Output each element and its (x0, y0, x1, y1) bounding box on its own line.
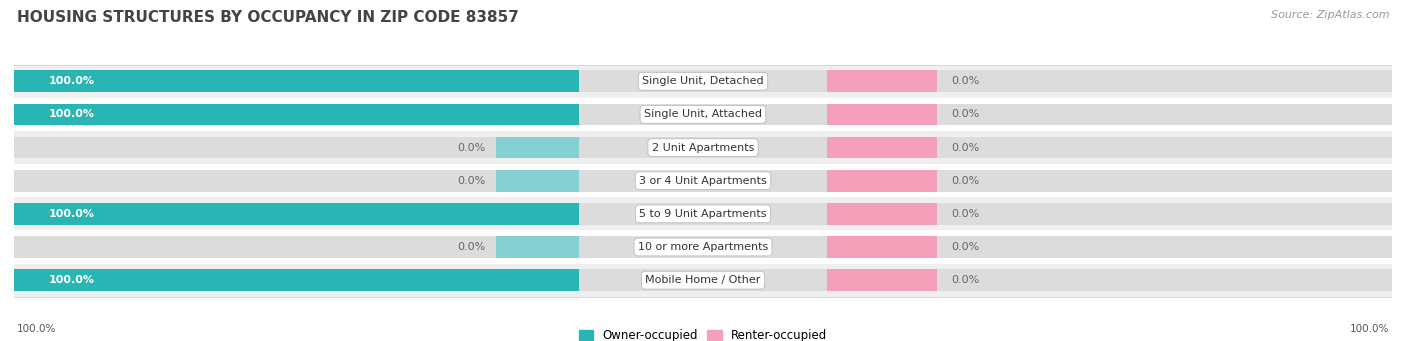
Text: 0.0%: 0.0% (457, 143, 485, 152)
Bar (496, 236, 579, 258)
Bar (14, 104, 579, 125)
Text: 2 Unit Apartments: 2 Unit Apartments (652, 143, 754, 152)
Text: HOUSING STRUCTURES BY OCCUPANCY IN ZIP CODE 83857: HOUSING STRUCTURES BY OCCUPANCY IN ZIP C… (17, 10, 519, 25)
Bar (14, 269, 1392, 291)
Text: Single Unit, Detached: Single Unit, Detached (643, 76, 763, 86)
Bar (14, 65, 1392, 98)
Bar (14, 231, 1392, 264)
Text: 5 to 9 Unit Apartments: 5 to 9 Unit Apartments (640, 209, 766, 219)
Legend: Owner-occupied, Renter-occupied: Owner-occupied, Renter-occupied (574, 324, 832, 341)
Bar (496, 170, 579, 192)
Bar (827, 236, 938, 258)
Bar (827, 71, 938, 92)
Bar (827, 203, 938, 225)
Bar (14, 71, 1392, 92)
Bar (827, 104, 938, 125)
Bar (14, 236, 1392, 258)
Bar (14, 197, 1392, 231)
Text: 0.0%: 0.0% (950, 242, 979, 252)
Bar (496, 137, 579, 158)
Bar (14, 98, 1392, 131)
Text: 0.0%: 0.0% (457, 242, 485, 252)
Text: 0.0%: 0.0% (950, 76, 979, 86)
Text: 0.0%: 0.0% (457, 176, 485, 186)
Text: 100.0%: 100.0% (48, 275, 94, 285)
Bar (14, 137, 1392, 158)
Text: 0.0%: 0.0% (950, 109, 979, 119)
Bar (14, 170, 1392, 192)
Bar (14, 104, 1392, 125)
Text: 100.0%: 100.0% (48, 76, 94, 86)
Text: 0.0%: 0.0% (950, 143, 979, 152)
Bar (14, 203, 1392, 225)
Text: Source: ZipAtlas.com: Source: ZipAtlas.com (1271, 10, 1389, 20)
Bar (827, 269, 938, 291)
Text: 100.0%: 100.0% (48, 209, 94, 219)
Bar (14, 164, 1392, 197)
Bar (14, 203, 579, 225)
Text: 100.0%: 100.0% (48, 109, 94, 119)
Bar (827, 170, 938, 192)
Bar (14, 269, 579, 291)
Text: Mobile Home / Other: Mobile Home / Other (645, 275, 761, 285)
Text: Single Unit, Attached: Single Unit, Attached (644, 109, 762, 119)
Bar (14, 131, 1392, 164)
Bar (14, 264, 1392, 297)
Text: 0.0%: 0.0% (950, 275, 979, 285)
Text: 0.0%: 0.0% (950, 176, 979, 186)
Bar (14, 71, 579, 92)
Text: 100.0%: 100.0% (17, 324, 56, 334)
Text: 100.0%: 100.0% (1350, 324, 1389, 334)
Text: 10 or more Apartments: 10 or more Apartments (638, 242, 768, 252)
Text: 0.0%: 0.0% (950, 209, 979, 219)
Text: 3 or 4 Unit Apartments: 3 or 4 Unit Apartments (640, 176, 766, 186)
Bar (827, 137, 938, 158)
